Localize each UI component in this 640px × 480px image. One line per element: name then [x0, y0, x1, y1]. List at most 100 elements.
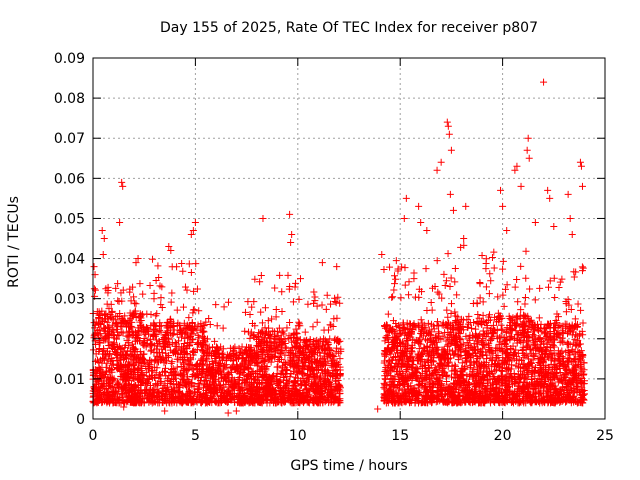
data-point: [154, 262, 162, 270]
data-point: [476, 280, 484, 288]
data-point: [320, 326, 328, 334]
data-point: [112, 387, 120, 395]
data-point: [90, 319, 98, 327]
data-point: [213, 322, 221, 330]
data-point: [441, 281, 449, 289]
data-point: [241, 308, 249, 316]
data-point: [205, 315, 213, 323]
data-point: [188, 379, 196, 387]
data-point: [113, 360, 121, 368]
data-point: [292, 279, 300, 287]
data-point: [253, 355, 261, 363]
data-point: [103, 367, 111, 375]
data-point: [225, 390, 233, 398]
data-point: [499, 257, 507, 265]
data-point: [258, 328, 266, 336]
data-point: [390, 286, 398, 294]
data-point: [202, 376, 210, 384]
data-point: [474, 311, 482, 319]
data-point: [153, 342, 161, 350]
data-point: [152, 380, 160, 388]
data-point: [175, 387, 183, 395]
data-point: [521, 293, 529, 301]
data-point: [236, 370, 244, 378]
data-point: [156, 282, 164, 290]
data-point: [486, 270, 494, 278]
data-point: [228, 396, 236, 404]
data-point: [172, 380, 180, 388]
data-point: [198, 328, 206, 336]
data-point: [210, 363, 218, 371]
data-point: [115, 331, 123, 339]
data-point: [405, 291, 413, 299]
data-point: [485, 290, 493, 298]
data-point: [391, 280, 399, 288]
data-point: [136, 318, 144, 326]
data-point: [189, 309, 197, 317]
data-point: [265, 324, 273, 332]
data-point: [118, 315, 126, 323]
data-point: [191, 371, 199, 379]
data-point: [513, 276, 521, 284]
data-point: [167, 329, 175, 337]
data-point: [122, 389, 130, 397]
data-point: [272, 306, 280, 314]
data-point: [503, 281, 511, 289]
data-point: [114, 378, 122, 386]
data-point: [95, 347, 103, 355]
data-point: [155, 399, 163, 407]
data-point: [146, 335, 154, 343]
data-point: [127, 353, 135, 361]
data-point: [401, 264, 409, 272]
data-point: [318, 301, 326, 309]
data-point: [178, 399, 186, 407]
data-point: [522, 274, 530, 282]
data-point: [176, 322, 184, 330]
data-point: [173, 331, 181, 339]
data-point: [184, 322, 192, 330]
data-point: [285, 332, 293, 340]
data-points: [89, 78, 589, 417]
data-point: [283, 324, 291, 332]
data-point: [244, 298, 252, 306]
data-point: [260, 334, 268, 342]
data-point: [222, 388, 230, 396]
data-point: [147, 347, 155, 355]
data-point: [102, 324, 110, 332]
data-point: [332, 299, 340, 307]
data-point: [155, 374, 163, 382]
data-point: [143, 375, 151, 383]
data-point: [94, 331, 102, 339]
data-point: [205, 351, 213, 359]
data-point: [257, 271, 265, 279]
data-point: [514, 298, 522, 306]
data-point: [209, 378, 217, 386]
data-point: [273, 327, 281, 335]
data-point: [169, 395, 177, 403]
data-point: [290, 353, 298, 361]
data-point: [139, 375, 147, 383]
data-point: [121, 318, 129, 326]
data-point: [311, 293, 319, 301]
data-point: [134, 371, 142, 379]
data-point: [175, 337, 183, 345]
data-point: [117, 323, 125, 331]
data-point: [186, 386, 194, 394]
data-point: [194, 340, 202, 348]
data-point: [451, 278, 459, 286]
data-point: [184, 331, 192, 339]
data-point: [222, 395, 230, 403]
data-point: [301, 328, 309, 336]
data-point: [113, 354, 121, 362]
data-point: [140, 390, 148, 398]
data-point: [245, 349, 253, 357]
data-point: [443, 306, 451, 314]
data-point: [161, 343, 169, 351]
data-point: [90, 371, 98, 379]
data-point: [105, 351, 113, 359]
data-point: [217, 383, 225, 391]
data-point: [231, 343, 239, 351]
data-point: [193, 285, 201, 293]
data-point: [121, 341, 129, 349]
